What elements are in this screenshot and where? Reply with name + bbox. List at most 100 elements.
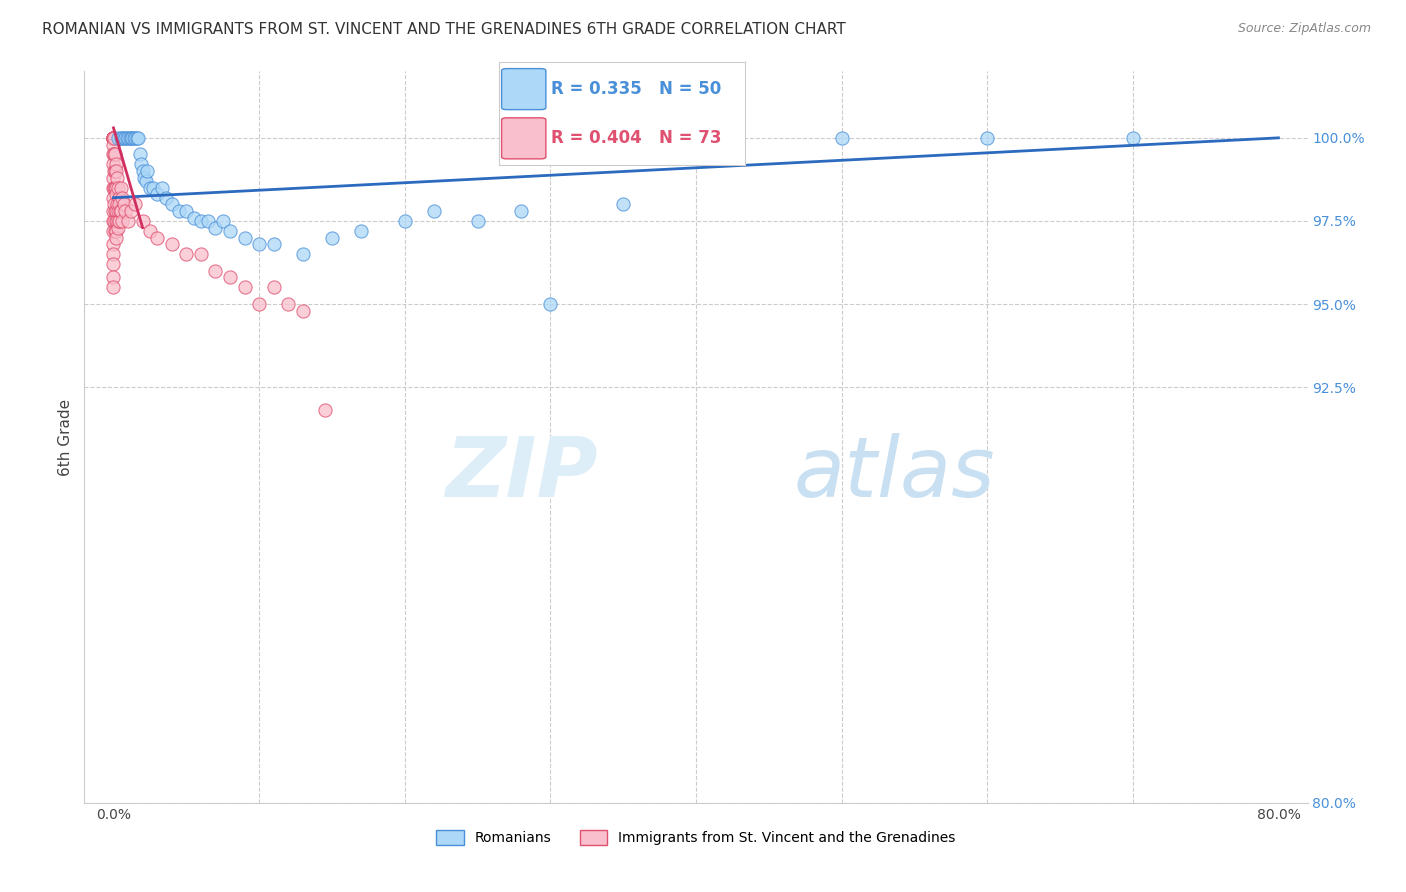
Point (122, 131, 145, 145)
Point (831, 131, 853, 145)
Point (103, 270, 125, 285)
Point (120, 131, 142, 145)
Point (112, 131, 135, 145)
Point (103, 247, 125, 261)
Point (146, 230, 169, 244)
Point (174, 247, 197, 261)
Point (103, 214, 125, 228)
Point (510, 204, 533, 219)
Point (139, 180, 162, 194)
Point (103, 131, 125, 145)
Point (103, 237, 125, 252)
Point (110, 180, 132, 194)
Point (103, 214, 125, 228)
Point (132, 170, 155, 185)
Point (233, 280, 256, 294)
Point (291, 247, 314, 261)
Point (105, 164, 128, 178)
Point (105, 187, 128, 202)
Point (112, 197, 135, 211)
Point (139, 224, 162, 238)
Point (167, 204, 190, 219)
Point (129, 157, 152, 171)
Point (117, 214, 139, 228)
Point (160, 197, 183, 211)
Point (103, 191, 125, 205)
Point (125, 131, 148, 145)
Point (190, 214, 212, 228)
Point (247, 297, 270, 311)
Point (128, 147, 150, 161)
Point (117, 131, 139, 145)
Point (160, 237, 183, 252)
Point (104, 157, 127, 171)
Point (247, 237, 270, 252)
Point (103, 147, 125, 161)
Point (107, 191, 129, 205)
Point (612, 197, 634, 211)
Point (423, 204, 446, 219)
Point (104, 224, 127, 238)
Point (150, 180, 173, 194)
Point (103, 131, 125, 145)
Text: R = 0.335   N = 50: R = 0.335 N = 50 (551, 80, 721, 98)
Point (350, 224, 373, 238)
Point (314, 403, 336, 417)
Point (107, 204, 129, 219)
Point (110, 131, 132, 145)
Point (263, 237, 285, 252)
Point (103, 280, 125, 294)
Point (142, 180, 165, 194)
Point (277, 297, 299, 311)
Text: ZIP: ZIP (446, 434, 598, 514)
Point (131, 214, 153, 228)
Point (107, 180, 129, 194)
Point (321, 230, 343, 244)
Point (108, 204, 131, 219)
Point (111, 191, 134, 205)
Point (118, 131, 141, 145)
Point (120, 204, 142, 219)
Point (105, 214, 128, 228)
Point (103, 131, 125, 145)
Point (135, 174, 157, 188)
Point (107, 214, 129, 228)
Point (105, 170, 128, 185)
Point (105, 197, 128, 211)
Point (103, 224, 125, 238)
Point (124, 131, 146, 145)
Point (104, 204, 127, 219)
Point (110, 204, 132, 219)
Text: Source: ZipAtlas.com: Source: ZipAtlas.com (1237, 22, 1371, 36)
Point (263, 280, 285, 294)
Point (197, 214, 219, 228)
Point (219, 224, 242, 238)
Y-axis label: 6th Grade: 6th Grade (58, 399, 73, 475)
Point (115, 131, 138, 145)
Point (108, 214, 131, 228)
Point (204, 264, 226, 278)
Point (104, 164, 127, 178)
Point (103, 147, 125, 161)
Point (121, 131, 143, 145)
Point (104, 147, 127, 161)
Point (104, 180, 127, 194)
Point (114, 131, 136, 145)
Point (1122, 131, 1144, 145)
Point (105, 214, 128, 228)
Point (104, 180, 127, 194)
Point (105, 230, 128, 244)
Point (103, 137, 125, 152)
FancyBboxPatch shape (502, 118, 546, 159)
Point (103, 157, 125, 171)
Point (103, 257, 125, 271)
Point (107, 220, 129, 235)
Point (394, 214, 416, 228)
Text: atlas: atlas (794, 434, 995, 514)
Point (103, 131, 125, 145)
Point (104, 204, 127, 219)
Point (211, 214, 233, 228)
Point (190, 247, 212, 261)
Point (467, 214, 489, 228)
Point (976, 131, 998, 145)
